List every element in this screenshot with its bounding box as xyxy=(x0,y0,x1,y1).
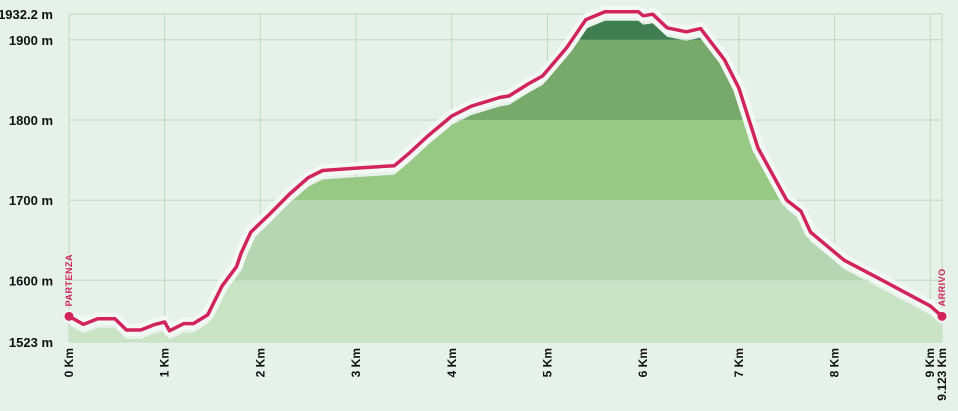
end-label: ARRIVO xyxy=(937,268,947,306)
x-tick-label-9: 9 Km xyxy=(923,348,937,377)
x-tick-label-1: 1 Km xyxy=(158,348,172,377)
x-tick-label-3: 3 Km xyxy=(349,348,363,377)
x-tick-label-7: 7 Km xyxy=(732,348,746,377)
y-axis: 1523 m 1600 m 1700 m 1800 m 1900 m 1932.2 m xyxy=(0,7,53,350)
x-tick-label-5: 5 Km xyxy=(540,348,554,377)
start-marker xyxy=(64,311,74,321)
terrain-band-0 xyxy=(69,280,942,342)
y-tick-label-3: 1800 m xyxy=(9,113,53,128)
y-tick-label-5: 1932.2 m xyxy=(0,7,53,22)
y-tick-label-4: 1900 m xyxy=(9,33,53,48)
end-marker xyxy=(937,311,947,321)
x-tick-label-4: 4 Km xyxy=(445,348,459,377)
endpoint-markers: PARTENZA ARRIVO xyxy=(64,254,947,321)
start-label: PARTENZA xyxy=(64,254,74,306)
elevation-line xyxy=(67,10,944,333)
x-tick-label-8: 8 Km xyxy=(828,348,842,377)
terrain-band-4 xyxy=(69,20,942,40)
x-tick-label-0: 0 Km xyxy=(62,348,76,377)
terrain-bands xyxy=(69,20,942,342)
x-tick-label-10: 9.123 Km xyxy=(935,348,949,401)
y-tick-label-1: 1600 m xyxy=(9,273,53,288)
y-tick-label-0: 1523 m xyxy=(9,335,53,350)
x-axis: 0 Km 1 Km 2 Km 3 Km 4 Km 5 Km 6 Km 7 Km 8 Km 9 Km… xyxy=(62,348,949,401)
terrain-band-3 xyxy=(69,39,942,120)
x-tick-label-6: 6 Km xyxy=(636,348,650,377)
terrain-band-2 xyxy=(69,119,942,201)
y-tick-label-2: 1700 m xyxy=(9,193,53,208)
x-tick-label-2: 2 Km xyxy=(253,348,267,377)
